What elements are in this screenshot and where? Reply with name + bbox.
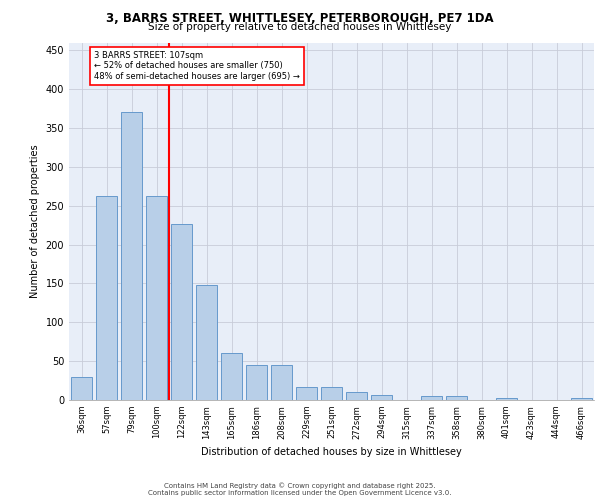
Bar (146, 196, 167, 400)
Bar (121, 112, 142, 400)
Text: Contains HM Land Registry data © Crown copyright and database right 2025.: Contains HM Land Registry data © Crown c… (164, 482, 436, 489)
Bar (496, 398, 517, 400)
Text: Size of property relative to detached houses in Whittlesey: Size of property relative to detached ho… (148, 22, 452, 32)
Bar (71, 376, 92, 400)
Bar (96, 196, 117, 400)
Bar (271, 365, 292, 400)
Bar (446, 396, 467, 400)
Text: Contains public sector information licensed under the Open Government Licence v3: Contains public sector information licen… (148, 490, 452, 496)
Bar (171, 224, 192, 400)
Bar (246, 365, 267, 400)
Text: 3 BARRS STREET: 107sqm
← 52% of detached houses are smaller (750)
48% of semi-de: 3 BARRS STREET: 107sqm ← 52% of detached… (94, 51, 300, 80)
Bar (371, 396, 392, 400)
Bar (571, 398, 592, 400)
Bar (346, 392, 367, 400)
Y-axis label: Number of detached properties: Number of detached properties (30, 144, 40, 298)
Bar (321, 387, 342, 400)
Text: 3, BARRS STREET, WHITTLESEY, PETERBOROUGH, PE7 1DA: 3, BARRS STREET, WHITTLESEY, PETERBOROUG… (106, 12, 494, 26)
Bar (196, 285, 217, 400)
Bar (421, 396, 442, 400)
Bar (221, 354, 242, 400)
X-axis label: Distribution of detached houses by size in Whittlesey: Distribution of detached houses by size … (201, 447, 462, 457)
Bar (296, 387, 317, 400)
